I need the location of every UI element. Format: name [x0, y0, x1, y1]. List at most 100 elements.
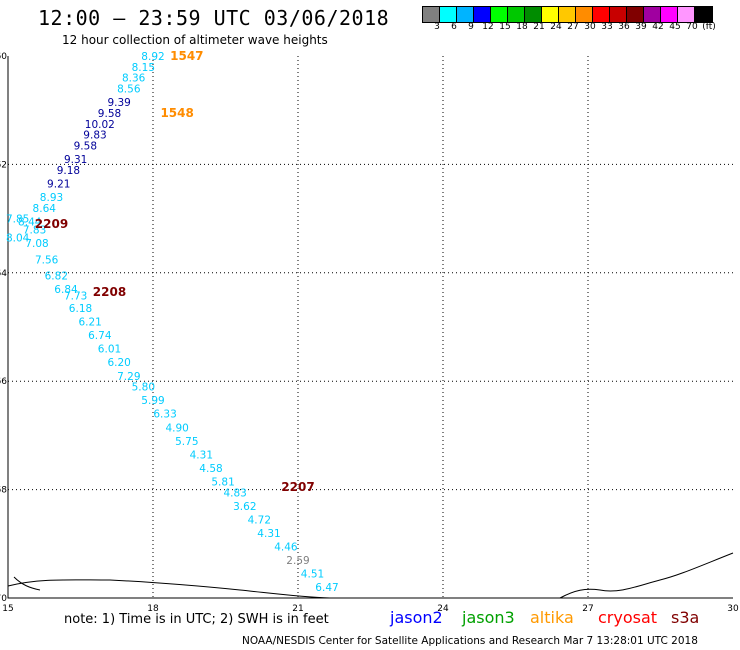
wave-height-value: 4.46	[274, 542, 298, 554]
wave-height-value: 4.31	[257, 528, 280, 540]
latitude-tick-label: -60	[0, 52, 7, 62]
note-text: note: 1) Time is in UTC; 2) SWH is in fe…	[64, 612, 329, 627]
wave-height-value: 5.81	[211, 476, 234, 488]
latitude-tick-label: -68	[0, 486, 7, 496]
wave-height-value: 4.58	[199, 463, 222, 475]
colorbar-swatch	[644, 7, 661, 22]
chart-title: 12:00 – 23:59 UTC 03/06/2018	[38, 6, 390, 30]
colorbar-label: 30	[584, 22, 596, 32]
longitude-tick-label: 18	[147, 604, 159, 614]
wave-height-value: 6.82	[45, 271, 68, 283]
wave-height-value: 7.29	[117, 371, 140, 383]
wave-height-value: 8.93	[40, 192, 63, 204]
colorbar-label: 9	[468, 22, 474, 32]
colorbar-swatch	[627, 7, 644, 22]
colorbar-label: 42	[652, 22, 664, 32]
colorbar-swatch	[423, 7, 440, 22]
legend-altika: altika	[530, 608, 574, 627]
wave-height-value: 9.58	[98, 108, 121, 120]
coastline-west	[7, 579, 331, 599]
wave-height-value: 8.36	[122, 73, 146, 85]
colorbar-swatch	[525, 7, 542, 22]
wave-height-value: 9.83	[83, 130, 106, 142]
wave-height-value: 10.02	[85, 119, 115, 131]
chart-subtitle: 12 hour collection of altimeter wave hei…	[62, 33, 328, 47]
wave-height-value: 7.85	[6, 214, 29, 226]
wave-height-value: 4.83	[223, 487, 246, 499]
colorbar-swatch	[576, 7, 593, 22]
colorbar-label: 33	[601, 22, 613, 32]
longitude-tick-label: 30	[727, 604, 739, 614]
colorbar-labels: 3 6 9 12 15 18 21 24 27 30 33 36 39 42 45 70 (ft)	[422, 22, 740, 34]
colorbar	[422, 6, 713, 23]
colorbar-label: 39	[635, 22, 647, 32]
wave-height-value: 6.33	[153, 409, 176, 421]
wave-height-value: 9.18	[57, 165, 80, 177]
colorbar-label: 24	[550, 22, 562, 32]
colorbar-swatch	[678, 7, 695, 22]
wave-height-value: 6.84	[54, 284, 78, 296]
colorbar-label: 6	[451, 22, 457, 32]
wave-height-value: 4.31	[190, 449, 213, 461]
wave-height-value: 6.18	[69, 303, 92, 315]
coastline-east	[559, 552, 734, 599]
wave-height-value: 6.21	[78, 317, 101, 329]
wave-height-value: 9.31	[64, 154, 87, 166]
colorbar-label: 36	[618, 22, 630, 32]
colorbar-swatch	[457, 7, 474, 22]
wave-height-value: 9.58	[74, 140, 97, 152]
wave-height-value: 5.99	[141, 395, 164, 407]
wave-height-value: 8.44	[18, 216, 42, 228]
longitude-tick-label: 24	[437, 604, 449, 614]
latitude-tick-label: -70	[0, 594, 7, 604]
colorbar-swatch	[508, 7, 525, 22]
wave-height-value: 7.83	[23, 224, 46, 236]
wave-height-value: 5.80	[132, 382, 155, 394]
longitude-tick-label: 15	[2, 604, 13, 614]
wave-height-value: 4.90	[165, 422, 188, 434]
colorbar-label: 70	[686, 22, 698, 32]
longitude-tick-label: 21	[292, 604, 303, 614]
wave-height-value: 7.08	[25, 238, 48, 250]
wave-height-value: 2.59	[286, 555, 309, 567]
colorbar-swatch	[610, 7, 627, 22]
colorbar-label: (ft)	[702, 22, 716, 32]
colorbar-swatch	[542, 7, 559, 22]
colorbar-label: 15	[499, 22, 511, 32]
longitude-tick-label: 27	[582, 604, 593, 614]
wave-height-value: 9.21	[47, 178, 70, 190]
credit-line: NOAA/NESDIS Center for Satellite Applica…	[242, 635, 698, 647]
wave-height-value: 8.56	[117, 84, 141, 96]
coastline-inlet	[13, 576, 41, 591]
wave-height-value: 6.20	[107, 357, 130, 369]
colorbar-label: 3	[434, 22, 440, 32]
pass-time-label: 2207	[281, 480, 314, 494]
coastline	[7, 552, 734, 599]
wave-height-value: 6.01	[98, 344, 121, 356]
pass-time-label: 1548	[160, 106, 193, 120]
colorbar-swatch	[559, 7, 576, 22]
colorbar-label: 21	[533, 22, 545, 32]
colorbar-label: 12	[482, 22, 494, 32]
wave-height-value: 8.04	[6, 233, 30, 245]
colorbar-label: 18	[516, 22, 528, 32]
colorbar-swatch	[661, 7, 678, 22]
colorbar-swatch	[695, 7, 712, 22]
colorbar-label: 27	[567, 22, 579, 32]
legend-jason3: jason3	[462, 608, 515, 627]
pass-time-label: 2209	[35, 217, 68, 231]
wave-height-value: 9.39	[107, 97, 130, 109]
wave-height-value: 7.73	[64, 291, 87, 303]
map-frame	[7, 56, 733, 599]
pass-time-label: 1547	[170, 49, 203, 63]
latitude-tick-label: -62	[0, 160, 7, 170]
colorbar-label: 45	[669, 22, 681, 32]
wave-height-value: 7.56	[35, 254, 59, 266]
wave-height-value: 8.64	[33, 203, 57, 215]
wave-height-value: 4.51	[301, 569, 324, 581]
wave-height-value: 6.74	[88, 330, 112, 342]
wave-height-observations: 8.928.158.368.569.399.5810.029.839.589.3…	[6, 51, 339, 594]
legend-jason2: jason2	[390, 608, 443, 627]
colorbar-swatch	[491, 7, 508, 22]
colorbar-swatch	[440, 7, 457, 22]
